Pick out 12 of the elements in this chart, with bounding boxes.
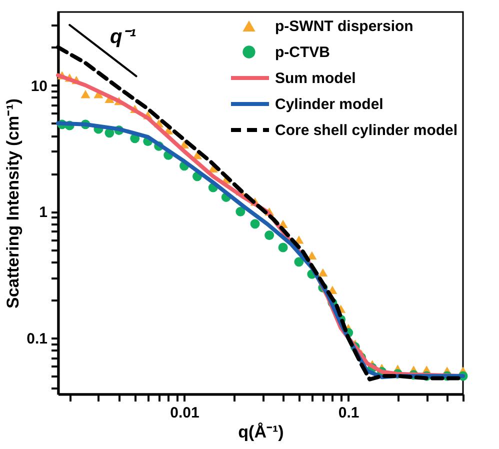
x-axis-title: q(Å⁻¹) (238, 422, 284, 442)
annotation: q⁻¹ (110, 26, 136, 48)
legend-label: Sum model (275, 70, 356, 87)
legend-label: Cylinder model (275, 96, 384, 113)
y-tick-label: 10 (30, 78, 48, 95)
legend-label: p-CTVB (275, 44, 330, 61)
legend-label: Core shell cylinder model (275, 122, 458, 139)
y-axis-title: Scattering Intensity (cm⁻¹) (4, 98, 23, 309)
x-tick-label: 0.01 (170, 404, 200, 422)
y-tick-label: 0.1 (26, 330, 48, 348)
y-tick-label: 1 (39, 204, 48, 222)
legend-label: p-SWNT dispersion (275, 18, 414, 35)
